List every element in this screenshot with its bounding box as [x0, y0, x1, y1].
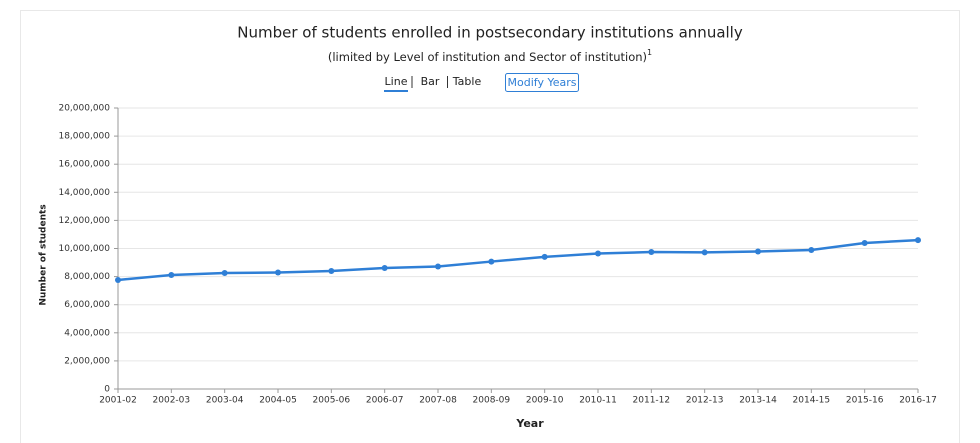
x-tick-label: 2007-08	[419, 396, 457, 406]
y-tick-label: 2,000,000	[64, 356, 110, 366]
data-point	[115, 276, 121, 283]
data-point	[915, 237, 921, 244]
x-tick-label: 2014-15	[793, 396, 831, 406]
y-tick-label: 8,000,000	[64, 272, 110, 282]
y-tick-label: 0	[104, 385, 110, 395]
view-tab[interactable]: Line	[385, 75, 408, 88]
data-point	[808, 247, 815, 254]
chart-title: Number of students enrolled in postsecon…	[237, 24, 743, 42]
data-point	[861, 240, 868, 247]
x-tick-label: 2009-10	[526, 396, 564, 406]
chart-subtitle: (limited by Level of institution and Sec…	[328, 48, 652, 64]
y-tick-label: 14,000,000	[58, 188, 110, 198]
modify-years-button[interactable]	[505, 73, 579, 92]
subtitle-text: (limited by Level of institution and Sec…	[328, 50, 647, 64]
data-point	[328, 267, 335, 274]
footnote-mark: 1	[647, 48, 652, 57]
data-point	[595, 250, 601, 257]
x-tick-label: 2010-11	[579, 396, 617, 406]
y-tick-label: 16,000,000	[58, 160, 110, 170]
y-axis-title: Number of students	[39, 204, 49, 305]
x-tick-label: 2005-06	[313, 396, 351, 406]
data-point	[488, 258, 495, 265]
y-tick-label: 4,000,000	[64, 328, 110, 338]
card	[20, 10, 960, 443]
y-tick-label: 10,000,000	[58, 244, 110, 254]
data-point	[168, 272, 175, 279]
data-point	[541, 253, 548, 260]
view-tab[interactable]: Bar	[421, 75, 440, 88]
view-controls: Line Bar Table Modify Years	[384, 73, 579, 92]
y-tick-label: 12,000,000	[58, 216, 110, 226]
data-point	[755, 248, 761, 255]
data-point	[648, 249, 655, 256]
x-tick-label: 2003-04	[206, 396, 244, 406]
view-tab[interactable]: Table	[452, 75, 482, 88]
data-point	[435, 263, 441, 270]
y-tick-label: 20,000,000	[58, 104, 110, 114]
data-point	[381, 265, 388, 272]
x-tick-label: 2015-16	[846, 396, 884, 406]
x-tick-label: 2002-03	[153, 396, 191, 406]
modify-years-label[interactable]: Modify Years	[508, 76, 577, 89]
x-tick-label: 2013-14	[739, 396, 777, 406]
data-line	[117, 238, 919, 282]
y-tick-label: 18,000,000	[58, 132, 110, 142]
data-point	[701, 249, 708, 256]
x-tick-label: 2011-12	[633, 396, 671, 406]
y-tick-label: 6,000,000	[64, 300, 110, 310]
data-point	[275, 269, 281, 276]
x-tick-label: 2004-05	[259, 396, 297, 406]
x-tick-label: 2016-17	[899, 396, 937, 406]
x-axis-title: Year	[515, 417, 544, 430]
x-tick-label: 2008-09	[473, 396, 511, 406]
x-tick-label: 2001-02	[99, 396, 137, 406]
data-point	[221, 269, 228, 276]
x-tick-label: 2012-13	[686, 396, 724, 406]
x-tick-label: 2006-07	[366, 396, 404, 406]
